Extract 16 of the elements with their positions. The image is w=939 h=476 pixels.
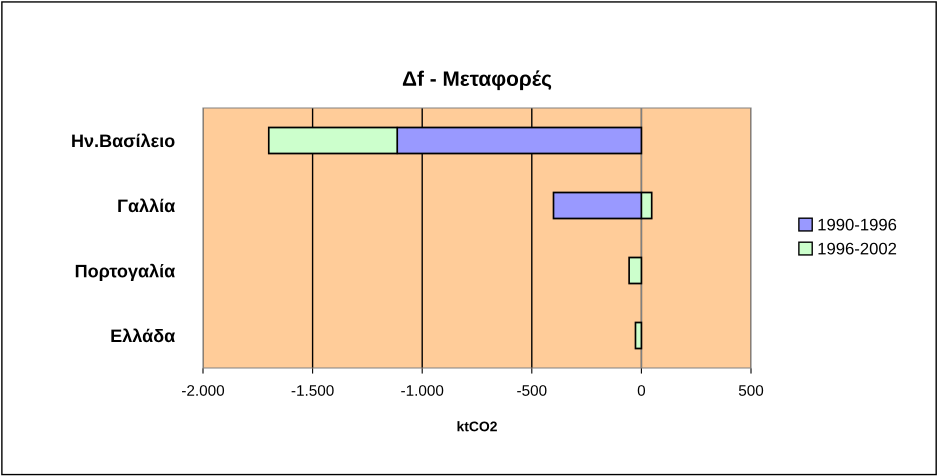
bar bbox=[628, 256, 642, 284]
x-tick-label: -1.500 bbox=[292, 385, 334, 396]
x-axis-title: ktCO2 bbox=[458, 421, 497, 432]
x-tick-label: 0 bbox=[638, 385, 646, 396]
x-tick-label: -500 bbox=[517, 385, 546, 396]
y-tick-label: Ελλάδα bbox=[111, 328, 176, 342]
y-tick-label: Ην.Βασίλειο bbox=[72, 133, 175, 148]
x-tick-label: -2.000 bbox=[182, 385, 224, 396]
x-tick-label: 500 bbox=[738, 385, 764, 396]
bar bbox=[634, 322, 642, 350]
legend-label: 1990-1996 bbox=[818, 218, 896, 231]
legend-label: 1996-2002 bbox=[818, 242, 896, 254]
chart-title: Δf - Μεταφορές bbox=[402, 70, 552, 90]
x-tick-label: -1.000 bbox=[401, 385, 444, 396]
y-tick-label: Πορτογαλία bbox=[76, 264, 176, 282]
y-tick-label: Γαλλία bbox=[118, 198, 176, 212]
